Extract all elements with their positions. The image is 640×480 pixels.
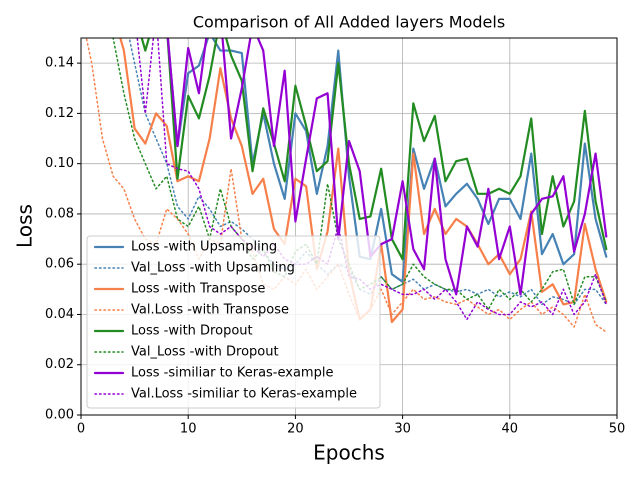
- series-line: [166, 38, 608, 296]
- x-tick-label: 50: [609, 422, 626, 437]
- y-tick-label: 0.06: [45, 257, 74, 272]
- y-tick-label: 0.12: [45, 106, 74, 121]
- x-tick-label: 20: [287, 422, 304, 437]
- x-tick-label: 10: [180, 422, 197, 437]
- x-tick-label: 0: [77, 422, 85, 437]
- legend-label: Val.Loss -with Transpose: [131, 303, 289, 318]
- legend-label: Val_Loss -with Upsamling: [131, 261, 295, 276]
- series-line: [119, 38, 608, 324]
- y-tick-label: 0.14: [45, 56, 74, 71]
- y-tick-label: 0.04: [45, 307, 74, 322]
- x-axis-label: Epochs: [313, 441, 385, 465]
- series-line: [136, 38, 608, 321]
- legend-label: Val.Loss -similiar to Keras-example: [131, 387, 357, 402]
- legend-label: Loss -with Transpose: [131, 282, 265, 297]
- legend-label: Loss -similiar to Keras-example: [131, 366, 333, 381]
- y-tick-label: 0.02: [45, 357, 74, 372]
- x-tick-label: 40: [502, 422, 519, 437]
- legend-box: [86, 235, 381, 409]
- chart-title: Comparison of All Added layers Models: [193, 13, 505, 32]
- legend-label: Loss -with Dropout: [131, 324, 253, 339]
- series-line: [128, 38, 608, 306]
- y-tick-label: 0.08: [45, 206, 74, 221]
- legend-label: Loss -with Upsampling: [131, 240, 277, 255]
- y-axis-label: Loss: [13, 204, 37, 248]
- legend-label: Val_Loss -with Dropout: [131, 345, 279, 360]
- legend: Loss -with Upsampling Val_Loss -with Upsa…: [86, 235, 381, 409]
- x-tick-label: 30: [394, 422, 411, 437]
- y-tick-label: 0.00: [45, 408, 74, 423]
- y-tick-label: 0.10: [45, 156, 74, 171]
- plot-frame: [80, 37, 618, 416]
